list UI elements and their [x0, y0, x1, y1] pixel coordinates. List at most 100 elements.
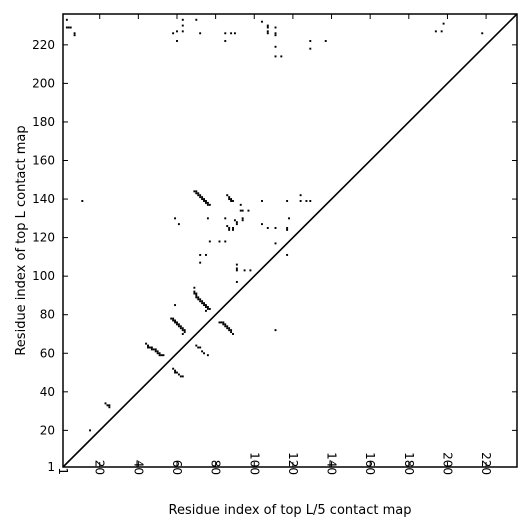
contact-point [288, 217, 290, 220]
contact-point [147, 346, 149, 349]
contact-point [224, 32, 227, 35]
contact-point [286, 253, 289, 256]
contact-point [162, 354, 165, 357]
x-axis: 1 20 40 60 80 100 120 140 160 180 200 220 [56, 14, 493, 475]
contact-point [206, 217, 209, 220]
contact-point [177, 323, 180, 326]
contact-point [280, 55, 283, 58]
contact-point [156, 352, 159, 355]
contact-point [266, 24, 269, 27]
contact-point [177, 223, 180, 226]
contact-point [266, 30, 269, 33]
contact-point [199, 298, 202, 301]
contact-point [201, 198, 204, 201]
contact-point [174, 304, 177, 307]
contact-point [266, 32, 269, 35]
contact-point [226, 225, 229, 228]
contact-point [228, 198, 231, 201]
contact-point [232, 227, 234, 229]
contact-point [179, 325, 182, 328]
contact-point [193, 190, 196, 193]
contact-point [299, 194, 302, 197]
contact-point [220, 321, 223, 324]
contact-point [199, 346, 202, 349]
contact-point [203, 198, 205, 201]
contact-point [150, 346, 153, 349]
y-tick-label: 100 [32, 269, 55, 283]
contact-point [274, 32, 277, 35]
contact-point [69, 26, 72, 29]
contact-point [206, 354, 209, 357]
contact-point [208, 307, 211, 310]
contact-point [172, 319, 175, 322]
contact-point [172, 317, 175, 320]
contact-point [481, 32, 484, 35]
y-tick-label: 160 [32, 154, 55, 168]
contact-point [181, 18, 184, 21]
contact-point [228, 196, 231, 199]
contact-point [274, 329, 277, 332]
contact-point [235, 280, 238, 283]
x-tick-label: 220 [479, 452, 493, 475]
contact-point [230, 200, 233, 202]
contact-point [235, 263, 238, 266]
contact-point [181, 375, 184, 378]
contact-point [148, 346, 151, 349]
contact-point [154, 350, 157, 353]
contact-point [241, 217, 244, 220]
y-tick-label: 80 [40, 308, 55, 322]
contact-point [232, 333, 234, 335]
contact-point [195, 344, 198, 347]
contact-point [199, 32, 202, 35]
contact-point [108, 406, 111, 409]
contact-point [309, 40, 312, 42]
contact-point [228, 228, 231, 231]
contact-point [174, 369, 177, 372]
contact-point [224, 240, 227, 243]
contact-point [73, 32, 76, 35]
contact-point [230, 329, 233, 332]
contact-point [266, 26, 269, 29]
contact-point [201, 196, 204, 199]
contact-point [193, 292, 196, 295]
contact-point [197, 298, 200, 301]
contact-point [286, 200, 289, 202]
contact-point [177, 325, 180, 328]
contact-point [195, 18, 198, 21]
x-tick-label: 20 [93, 460, 107, 475]
contact-point [222, 323, 225, 326]
contact-point [158, 354, 161, 357]
contact-point [199, 300, 202, 303]
contact-point [67, 26, 70, 29]
x-tick-label: 60 [170, 460, 184, 475]
contact-point [179, 327, 182, 330]
contact-point [442, 22, 445, 25]
x-tick-label: 100 [247, 452, 261, 475]
contact-point [208, 240, 211, 243]
contact-point [150, 348, 153, 351]
y-tick-label: 60 [40, 346, 55, 360]
contact-points [65, 18, 484, 432]
contact-point [226, 194, 229, 197]
contact-point [249, 269, 252, 272]
contact-point [179, 375, 182, 378]
contact-point [274, 26, 277, 29]
x-tick-label: 40 [131, 460, 145, 475]
x-tick-label: 1 [56, 467, 70, 475]
contact-point [203, 304, 205, 307]
contact-point [233, 219, 236, 222]
x-axis-label: Residue index of top L/5 contact map [169, 503, 412, 518]
contact-point [172, 367, 175, 370]
contact-point [176, 371, 178, 374]
contact-point [201, 300, 204, 303]
contact-point [172, 32, 175, 35]
contact-point [193, 290, 196, 293]
y-tick-label: 220 [32, 38, 55, 52]
contact-point [232, 200, 234, 202]
contact-point [309, 200, 312, 202]
contact-point [170, 317, 173, 320]
contact-point [239, 209, 242, 212]
contact-point [218, 321, 221, 324]
contact-point [286, 228, 289, 231]
